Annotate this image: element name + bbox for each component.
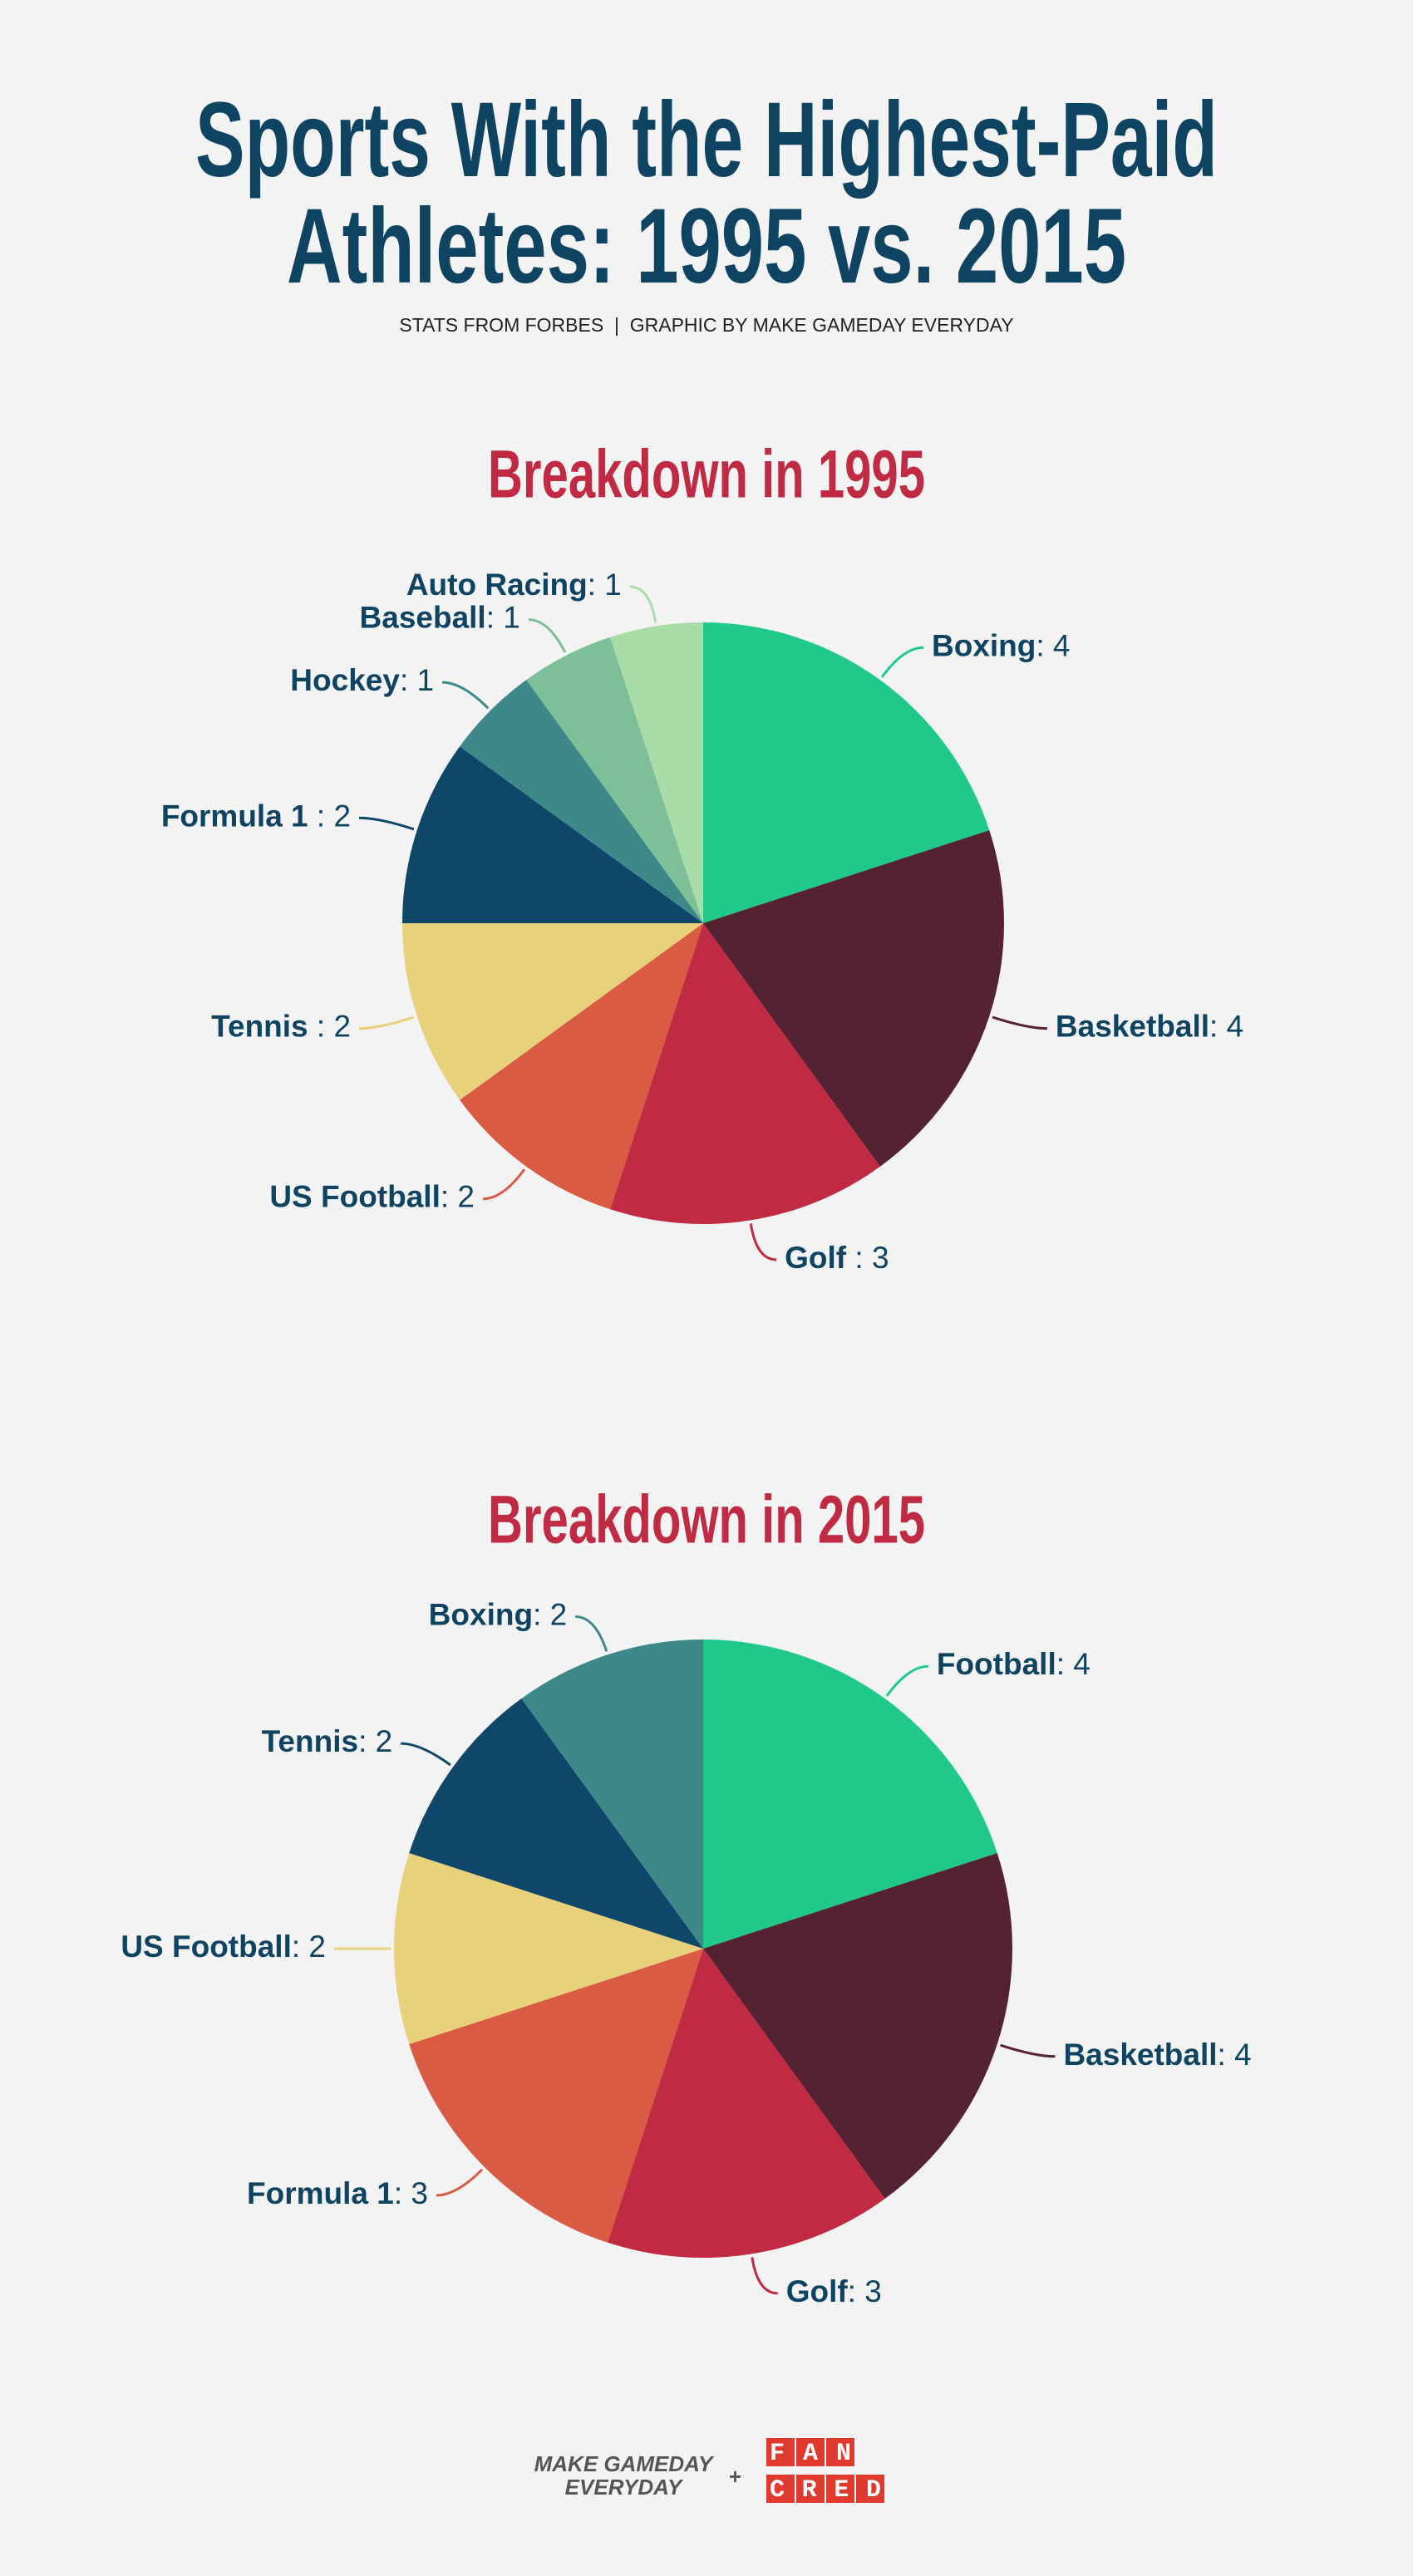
slice-value: : 2 xyxy=(308,1009,351,1043)
slice-value: : 1 xyxy=(486,600,520,634)
slice-name: Hockey xyxy=(290,663,400,697)
slice-name: Football xyxy=(937,1647,1056,1681)
slice-value: : 3 xyxy=(394,2176,428,2210)
pie-slice xyxy=(460,923,703,1210)
slice-value: : 2 xyxy=(292,1930,326,1964)
brand-line: EVERYDAY xyxy=(565,2475,684,2500)
leader-line xyxy=(575,1615,608,1652)
pie-slice xyxy=(402,923,703,1100)
logo-text: FAN xyxy=(770,2440,851,2468)
slice-name: Baseball xyxy=(360,600,486,634)
slice-label: US Football: 2 xyxy=(121,1930,326,1964)
slice-label: Golf: 3 xyxy=(786,2274,882,2308)
slice-name: Tennis xyxy=(211,1009,308,1043)
logo-box xyxy=(796,2438,825,2466)
slice-value: : 2 xyxy=(533,1597,567,1631)
leader-line xyxy=(401,1742,451,1767)
plus: + xyxy=(728,2464,741,2489)
leader-line xyxy=(751,2257,778,2295)
slice-label: Basketball: 4 xyxy=(1063,2038,1251,2072)
slice-name: Formula 1 xyxy=(161,799,308,833)
slice-value: : 3 xyxy=(846,1241,889,1275)
slice-name: Boxing xyxy=(429,1597,533,1631)
slice-label: Formula 1 : 2 xyxy=(161,799,351,833)
slice-label: Football: 4 xyxy=(937,1647,1091,1681)
pie-slice xyxy=(703,622,990,923)
slice-value: : 2 xyxy=(441,1179,475,1213)
slice-value: : 3 xyxy=(848,2274,882,2308)
slice-value: : 4 xyxy=(1209,1009,1243,1043)
pie-slice xyxy=(608,1949,885,2258)
pie-slice xyxy=(393,1853,703,2044)
slice-label: Auto Racing: 1 xyxy=(406,568,622,602)
slice-name: Golf xyxy=(786,2274,849,2308)
slice-value: : 4 xyxy=(1036,628,1070,662)
leader-line xyxy=(359,816,415,831)
title-line: Sports With the Highest-Paid xyxy=(195,81,1218,199)
slice-label: Golf : 3 xyxy=(785,1241,889,1275)
slice-value: : 4 xyxy=(1218,2038,1252,2072)
leader-line xyxy=(749,1223,777,1261)
leader-line xyxy=(992,1015,1047,1030)
slice-name: Auto Racing xyxy=(406,568,588,602)
slice-value: : 2 xyxy=(308,799,351,833)
slice-name: Formula 1 xyxy=(247,2176,394,2210)
leader-line xyxy=(359,1015,415,1030)
slice-value: : 4 xyxy=(1056,1647,1091,1681)
pie-slice xyxy=(521,1639,703,1949)
slice-label: Hockey: 1 xyxy=(290,663,434,697)
slice-name: US Football xyxy=(269,1179,441,1213)
leader-line xyxy=(885,1664,928,1697)
slice-value: : 1 xyxy=(588,568,622,602)
slice-label: Boxing: 2 xyxy=(429,1597,568,1631)
chart-title: Breakdown in 1995 xyxy=(488,437,925,513)
logo-box xyxy=(796,2475,825,2503)
pie-slice xyxy=(526,637,703,923)
pie-slice xyxy=(409,1949,703,2243)
leader-line xyxy=(528,618,567,653)
slice-label: Tennis : 2 xyxy=(211,1009,351,1043)
title-line: Athletes: 1995 vs. 2015 xyxy=(287,187,1126,306)
slice-name: US Football xyxy=(121,1930,292,1964)
slice-name: Tennis xyxy=(262,1724,359,1758)
slice-label: Basketball: 4 xyxy=(1056,1009,1243,1043)
slice-name: Boxing xyxy=(932,628,1036,662)
pie-slice xyxy=(409,1698,703,1949)
logo-box xyxy=(766,2438,795,2466)
logo-box xyxy=(856,2475,884,2503)
leader-line xyxy=(1000,2043,1056,2058)
logo-box xyxy=(766,2475,795,2503)
pie-slice xyxy=(703,1639,997,1949)
leader-line xyxy=(442,681,490,710)
leader-line xyxy=(482,1168,526,1201)
slice-value: : 1 xyxy=(400,663,434,697)
brand-line: MAKE GAMEDAY xyxy=(534,2451,715,2476)
slice-name: Basketball xyxy=(1063,2038,1217,2072)
slice-value: : 2 xyxy=(358,1724,392,1758)
pie-slice xyxy=(460,680,703,923)
pie-slice xyxy=(703,1853,1012,2199)
pie-slice xyxy=(610,923,880,1224)
slice-label: US Football: 2 xyxy=(269,1179,475,1213)
slice-name: Basketball xyxy=(1056,1009,1209,1043)
slice-label: Baseball: 1 xyxy=(360,600,520,634)
slice-name: Golf xyxy=(785,1241,847,1275)
pie-slice xyxy=(610,622,703,923)
slice-label: Tennis: 2 xyxy=(262,1724,393,1758)
slice-label: Boxing: 4 xyxy=(932,628,1071,662)
chart-title: Breakdown in 2015 xyxy=(488,1482,925,1558)
leader-line xyxy=(629,585,657,623)
pie-slice xyxy=(703,830,1005,1167)
subtitle: STATS FROM FORBES | GRAPHIC BY MAKE GAME… xyxy=(399,314,1013,336)
pie-slice xyxy=(402,746,703,923)
slice-label: Formula 1: 3 xyxy=(247,2176,428,2210)
logo-box xyxy=(826,2475,854,2503)
leader-line xyxy=(436,2168,484,2197)
logo-box xyxy=(826,2438,854,2466)
leader-line xyxy=(880,646,924,678)
